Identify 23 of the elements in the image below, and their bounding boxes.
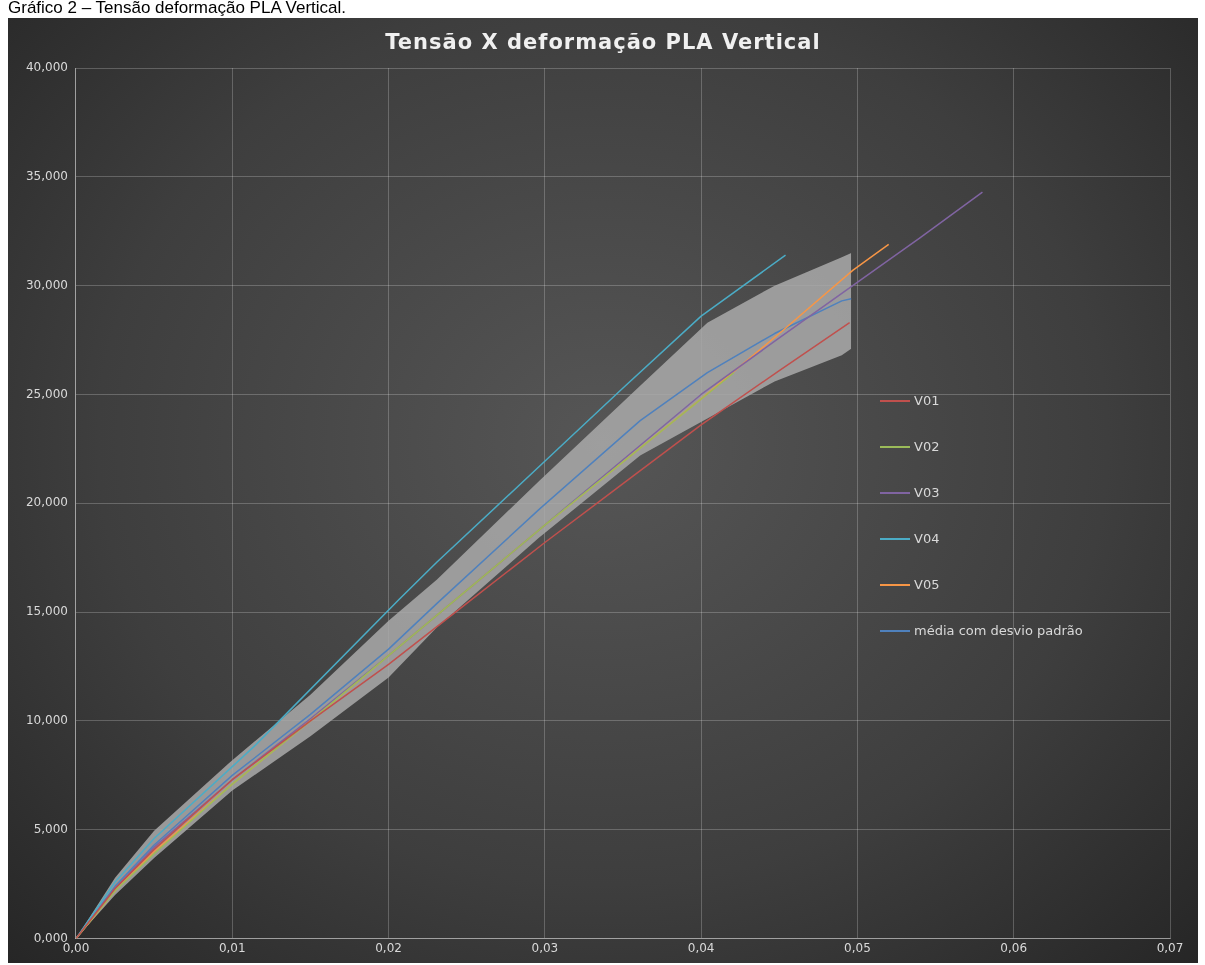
y-tick-label: 25,000 xyxy=(25,386,68,401)
y-tick-label: 40,000 xyxy=(25,60,68,75)
legend-label: V03 xyxy=(914,485,940,501)
chart-title: Tensão X deformação PLA Vertical xyxy=(384,30,822,54)
legend-label: média com desvio padrão xyxy=(914,623,1083,639)
text: Gráfico 2 – Tensão deformação PLA Vertical. xyxy=(8,0,346,18)
x-tick-label: 0,07 xyxy=(1156,940,1184,955)
x-tick-label: 0,03 xyxy=(531,940,559,955)
legend-label: V04 xyxy=(914,531,940,547)
y-tick-label: 10,000 xyxy=(25,713,68,728)
y-tick-label: 15,000 xyxy=(25,604,68,619)
y-tick-label: 20,000 xyxy=(25,495,68,510)
legend-label: V01 xyxy=(914,393,940,409)
x-tick-label: 0,01 xyxy=(218,940,246,955)
x-tick-label: 0,02 xyxy=(375,940,402,955)
legend-label: V05 xyxy=(914,577,940,593)
y-tick-label: 5,000 xyxy=(33,821,68,836)
legend-label: V02 xyxy=(914,439,940,455)
x-tick-label: 0,04 xyxy=(687,940,715,955)
y-tick-label: 35,000 xyxy=(25,168,68,183)
x-tick-label: 0,06 xyxy=(1000,940,1028,955)
y-tick-label: 30,000 xyxy=(25,277,68,292)
x-tick-label: 0,05 xyxy=(844,940,871,955)
